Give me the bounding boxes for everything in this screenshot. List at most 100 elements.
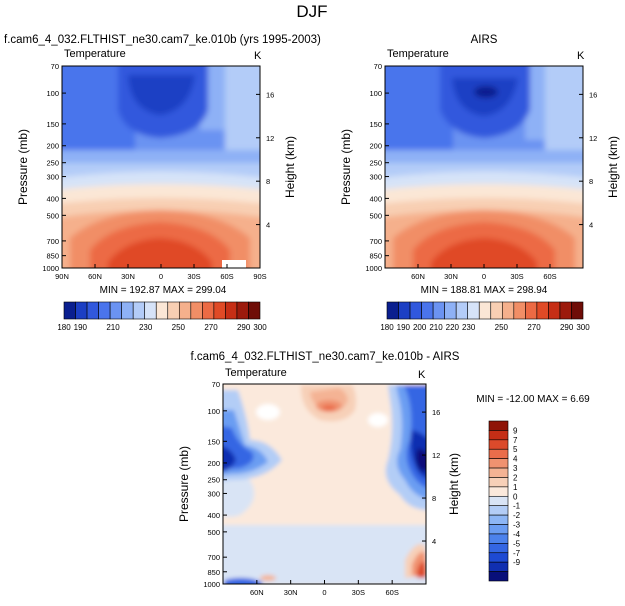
panel-diff-title: f.cam6_4_032.FLTHIST_ne30.cam7_ke.010b -…: [191, 351, 460, 363]
colorbar-swatch: [63, 301, 76, 320]
panel-airs-title: AIRS: [471, 34, 498, 46]
colorbar-swatch: [548, 301, 561, 320]
colorbar-swatch: [86, 301, 99, 320]
colorbar-swatch: [409, 301, 422, 320]
panel-diff-ylabel: Pressure (mb): [177, 446, 191, 522]
panel-model-units-label: K: [254, 50, 262, 62]
y-tick-label: 250: [46, 159, 59, 168]
colorbar-swatch: [132, 301, 146, 320]
colorbar-label: 190: [74, 323, 88, 332]
x-tick-label: 60S: [543, 272, 556, 281]
colorbar-label: 5: [513, 445, 518, 454]
x-tick-label: 60S: [220, 272, 233, 281]
y-tick-label: 1000: [365, 264, 382, 273]
colorbar-label: 180: [57, 323, 71, 332]
panel-model-title: f.cam6_4_032.FLTHIST_ne30.cam7_ke.010b (…: [4, 34, 321, 46]
colorbar-swatch: [144, 301, 157, 320]
colorbar-label: 230: [462, 323, 476, 332]
y-tick-label: 100: [207, 407, 220, 416]
x-tick-label: 30S: [352, 588, 365, 597]
colorbar-swatch: [488, 514, 509, 525]
y2-tick-label: 12: [266, 134, 274, 143]
y-tick-label: 850: [207, 568, 220, 577]
y2-tick-label: 8: [432, 494, 436, 503]
panel-airs-colorbar: 180 190 200 210 220 230 250 270 290 300: [380, 301, 590, 332]
colorbar-label: -7: [513, 549, 521, 558]
x-tick-label: 0: [322, 588, 326, 597]
colorbar-swatch: [109, 301, 122, 320]
colorbar-label: 210: [106, 323, 120, 332]
colorbar-label: 250: [495, 323, 509, 332]
y-tick-label: 300: [369, 173, 382, 182]
panel-model-axes: 70 100 150 200 250 300 400 500 700 850 1000 16 12 8 4 9…: [42, 62, 274, 281]
colorbar-swatch: [488, 505, 509, 516]
panel-diff-contours: [223, 384, 426, 584]
panel-airs-axes: 70 100 150 200 250 300 400 500 700 850 1000 16 12 8 4 6…: [365, 62, 597, 281]
colorbar-swatch: [213, 301, 226, 320]
panel-diff-y2label: Height (km): [447, 453, 461, 515]
y-tick-label: 70: [212, 380, 220, 389]
y2-tick-label: 4: [589, 221, 593, 230]
colorbar-swatch: [432, 301, 445, 320]
panel-model-contours: [62, 66, 260, 268]
y2-tick-label: 16: [432, 408, 440, 417]
x-tick-label: 60N: [88, 272, 102, 281]
colorbar-swatch: [488, 524, 509, 535]
panel-model: f.cam6_4_032.FLTHIST_ne30.cam7_ke.010b (…: [4, 34, 321, 332]
colorbar-swatch: [488, 571, 509, 582]
colorbar-swatch: [501, 301, 515, 320]
y-tick-label: 200: [207, 459, 220, 468]
panel-airs: AIRS Temperature K: [339, 34, 620, 332]
colorbar-swatch: [490, 301, 503, 320]
colorbar-swatch: [488, 552, 509, 563]
colorbar-label: 220: [446, 323, 460, 332]
y-tick-label: 100: [46, 89, 59, 98]
y-tick-label: 500: [369, 211, 382, 220]
colorbar-swatch: [178, 301, 192, 320]
colorbar-swatch: [386, 301, 399, 320]
y2-tick-label: 4: [266, 221, 270, 230]
x-tick-label: 60S: [385, 588, 398, 597]
y2-tick-label: 12: [589, 134, 597, 143]
y-tick-label: 700: [369, 237, 382, 246]
colorbar-label: 290: [560, 323, 574, 332]
colorbar-label: 210: [429, 323, 443, 332]
panel-model-y2label: Height (km): [283, 136, 297, 198]
x-tick-label: 30N: [444, 272, 458, 281]
y-tick-label: 400: [46, 194, 59, 203]
colorbar-label: -4: [513, 530, 521, 539]
y-tick-label: 300: [46, 173, 59, 182]
panel-diff-units-label: K: [418, 369, 426, 381]
panel-diff-axes: 70 100 150 200 250 300 400 500 700 850 1000 16 12 8 4 6…: [203, 380, 440, 597]
colorbar-label: 300: [253, 323, 267, 332]
colorbar-swatch: [513, 301, 526, 320]
colorbar-swatch: [121, 301, 134, 320]
y2-tick-label: 12: [432, 451, 440, 460]
colorbar-label: 270: [527, 323, 541, 332]
colorbar-label: -1: [513, 502, 521, 511]
y-tick-label: 300: [207, 489, 220, 498]
colorbar-swatch: [488, 458, 509, 469]
colorbar-label: 7: [513, 436, 518, 445]
panel-model-colorbar: 180 190 210 230 250 270 290 300: [57, 301, 267, 332]
colorbar-label: 180: [380, 323, 394, 332]
y-tick-label: 150: [369, 120, 382, 129]
x-tick-label: 30N: [284, 588, 298, 597]
x-tick-label: 90S: [253, 272, 266, 281]
colorbar-swatch: [488, 486, 509, 497]
panel-airs-contours: [385, 66, 583, 268]
colorbar-swatch: [155, 301, 169, 320]
colorbar-label: 230: [139, 323, 153, 332]
x-tick-label: 30N: [121, 272, 135, 281]
colorbar-swatch: [488, 495, 509, 507]
colorbar-swatch: [398, 301, 411, 320]
colorbar-label: 190: [397, 323, 411, 332]
x-tick-label: 30S: [187, 272, 200, 281]
colorbar-swatch: [559, 301, 572, 320]
y-tick-label: 400: [369, 194, 382, 203]
colorbar-label: 270: [204, 323, 218, 332]
colorbar-swatch: [488, 448, 509, 459]
colorbar-label: 200: [413, 323, 427, 332]
y-tick-label: 250: [369, 159, 382, 168]
